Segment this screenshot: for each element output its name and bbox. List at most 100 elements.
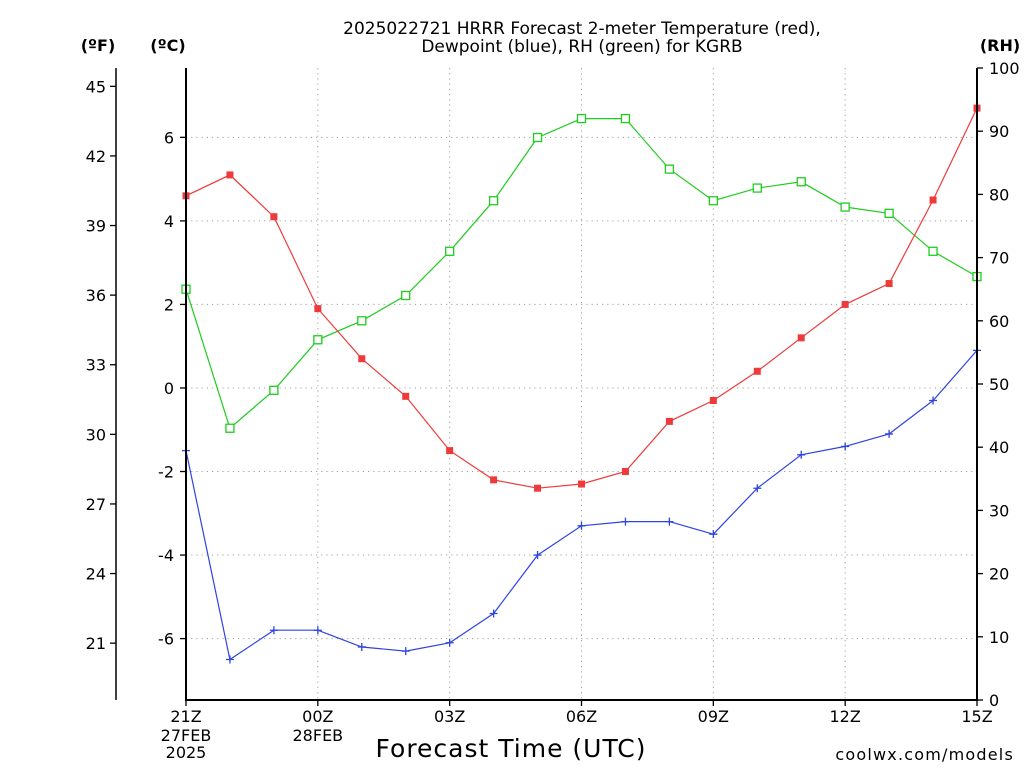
celsius-tick-label: 2 [164,295,174,314]
x-axis-title: Forecast Time (UTC) [376,734,647,763]
x-tick-label: 06Z [566,707,597,726]
x-tick-label: 21Z [170,707,201,726]
fahrenheit-tick-label: 33 [86,356,106,375]
temperature-point [490,476,498,484]
dewpoint-point [797,450,806,459]
rh-point [445,246,455,256]
credit-text: coolwx.com/models [835,745,1014,764]
temperature-point [270,213,278,221]
dewpoint-point [753,484,762,493]
rh-point [225,423,235,433]
rh-tick-label: 40 [989,438,1009,457]
dewpoint-point [621,517,630,526]
rh-tick-label: 20 [989,565,1009,584]
dewpoint-point [401,647,410,656]
fahrenheit-axis-label: (ºF) [81,36,116,55]
dewpoint-point [665,517,674,526]
rh-tick-label: 60 [989,312,1009,331]
x-tick-label: 15Z [961,707,992,726]
rh-point [928,246,938,256]
series-layer [181,104,982,664]
temperature-point [665,417,673,425]
x-tick-date: 27FEB [161,726,212,745]
dewpoint-point [269,626,278,635]
rh-point [708,196,718,206]
rh-tick-label: 90 [989,122,1009,141]
temperature-point [534,484,542,492]
temperature-point [709,396,717,404]
rh-point [269,385,279,395]
rh-point [664,164,675,174]
fahrenheit-tick-label: 24 [86,565,106,584]
fahrenheit-tick-label: 45 [86,77,106,96]
temperature-point [885,280,893,288]
x-tick-year: 2025 [166,743,207,762]
dewpoint-point [885,429,894,438]
temperature-point [402,392,410,400]
temperature-point [578,480,585,488]
rh-point [488,196,499,206]
rh-tick-label: 10 [989,628,1009,647]
x-tick-label: 09Z [698,707,729,726]
rh-series [181,113,982,433]
rh-tick-label: 70 [989,249,1009,268]
dewpoint-point [841,442,850,451]
rh-axis-label: (RH) [980,36,1020,55]
dewpoint-point [445,638,454,647]
fahrenheit-tick-label: 27 [86,495,106,514]
fahrenheit-tick-label: 42 [86,147,106,166]
temperature-point [314,305,322,313]
x-tick-label: 03Z [434,707,465,726]
dewpoint-point [225,655,234,664]
rh-point [357,316,367,326]
temperature-point [358,355,366,363]
rh-point [313,335,323,345]
rh-tick-label: 50 [989,375,1009,394]
celsius-tick-label: -2 [158,463,174,482]
fahrenheit-tick-label: 30 [86,425,106,444]
fahrenheit-tick-label: 39 [86,217,106,236]
rh-point [576,113,587,124]
rh-tick-label: 0 [989,691,999,710]
chart-title-line-2: Dewpoint (blue), RH (green) for KGRB [421,37,742,57]
dewpoint-point [577,521,586,530]
celsius-tick-label: 0 [164,379,174,398]
dewpoint-point [313,626,322,635]
fahrenheit-tick-label: 21 [86,634,106,653]
rh-point [752,183,762,193]
rh-tick-label: 100 [989,59,1020,78]
grid-layer [186,68,977,700]
dewpoint-point [489,609,498,618]
rh-point [796,177,806,187]
rh-point [532,132,543,143]
temperature-point [753,367,761,375]
rh-point [884,208,894,219]
rh-point [840,202,850,212]
dewpoint-point [533,551,542,560]
rh-tick-label: 80 [989,185,1009,204]
celsius-tick-label: 4 [164,212,174,231]
rh-tick-label: 30 [989,501,1009,520]
temperature-point [841,300,849,308]
rh-point [401,290,411,301]
celsius-tick-label: 6 [164,128,174,147]
fahrenheit-tick-label: 36 [86,286,106,305]
temperature-point [621,468,629,476]
x-tick-label: 12Z [830,707,861,726]
temperature-series [182,104,981,492]
temperature-point [226,171,234,179]
dewpoint-point [709,530,718,539]
celsius-tick-label: -6 [158,630,174,649]
celsius-axis-label: (ºC) [150,36,185,55]
x-tick-label: 00Z [302,707,333,726]
temperature-point [929,196,937,204]
rh-point [620,113,631,124]
x-tick-date: 28FEB [293,726,344,745]
dewpoint-point [929,396,938,405]
temperature-point [446,447,454,455]
chart-title-line-1: 2025022721 HRRR Forecast 2-meter Tempera… [343,19,821,39]
dewpoint-point [357,642,366,651]
